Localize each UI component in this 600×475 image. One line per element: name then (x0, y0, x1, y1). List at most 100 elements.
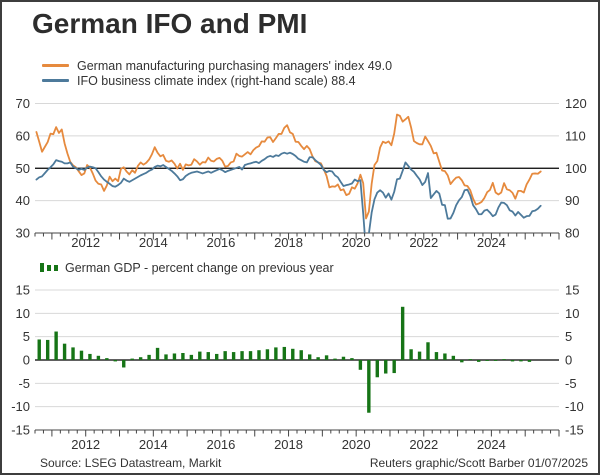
gdp-bar (384, 360, 388, 374)
svg-text:15: 15 (565, 283, 579, 298)
gdp-bar (248, 351, 253, 360)
gdp-bar (62, 343, 67, 360)
gdp-bar (113, 360, 117, 362)
gdp-bar (223, 351, 227, 360)
gdp-bar (375, 360, 379, 378)
gdp-bar (155, 347, 160, 360)
gdp-bar (324, 355, 329, 360)
gdp-bar (392, 360, 396, 374)
gdp-bar (198, 351, 202, 360)
svg-text:2018: 2018 (274, 437, 303, 452)
gdp-bar (164, 354, 168, 360)
gdp-bar (316, 357, 320, 360)
gdp-bar (333, 358, 337, 360)
gdp-bar (88, 353, 92, 360)
gdp-bars (37, 306, 532, 413)
ifo-line (35, 151, 542, 233)
svg-text:10: 10 (565, 306, 579, 321)
legend-gdp: German GDP - percent change on previous … (40, 260, 334, 275)
legend-gdp-label: German GDP - percent change on previous … (65, 260, 334, 275)
gdp-bar (215, 353, 219, 360)
top-chart: 2012 2014 2016 2018 2020 2022 2024 70 60 50 40 30 12… (16, 96, 587, 250)
svg-text:-10: -10 (11, 399, 30, 414)
gdp-bar (105, 358, 109, 360)
gdp-bar (367, 360, 371, 413)
gdp-bar (45, 339, 50, 360)
legend-pmi-label: German manufacturing purchasing managers… (77, 58, 393, 73)
gdp-bar (358, 360, 363, 370)
svg-text:0: 0 (565, 353, 572, 368)
source-text: Source: LSEG Datastream, Markit (40, 456, 222, 470)
svg-text:5: 5 (565, 329, 572, 344)
top-chart-x-axis: 2012 2014 2016 2018 2020 2022 2024 (34, 232, 560, 250)
svg-text:120: 120 (565, 96, 587, 111)
svg-text:15: 15 (16, 283, 30, 298)
gdp-bar (443, 353, 447, 360)
gdp-bar (417, 351, 422, 360)
svg-text:2022: 2022 (409, 235, 438, 250)
gdp-bar (79, 350, 84, 360)
gdp-bar (341, 356, 346, 360)
gdp-bar (37, 339, 41, 360)
gdp-bar (130, 358, 134, 360)
svg-text:2012: 2012 (71, 437, 100, 452)
svg-text:2024: 2024 (477, 235, 506, 250)
gdp-bar (240, 351, 244, 360)
gdp-bar (291, 348, 295, 360)
gdp-bar (71, 347, 75, 360)
bottom-chart: 2012 2014 2016 2018 2020 2022 2024 15 15 10 10 5 5 0 0… (11, 283, 584, 452)
pmi-line-swatch (42, 64, 69, 67)
svg-text:110: 110 (565, 128, 586, 143)
svg-text:2024: 2024 (477, 437, 506, 452)
gdp-bar (274, 347, 278, 360)
gdp-bar (122, 360, 126, 368)
gdp-bar (502, 359, 506, 360)
gdp-bar (147, 354, 151, 360)
gdp-bar (307, 354, 312, 360)
svg-text:-15: -15 (565, 423, 584, 438)
svg-text:100: 100 (565, 161, 587, 176)
svg-text:0: 0 (23, 353, 30, 368)
credit-text: Reuters graphic/Scott Barber 01/07/2025 (369, 456, 588, 470)
top-chart-axis-labels: 70 60 50 40 30 120 110 100 90 80 (16, 96, 587, 241)
gdp-bar (493, 360, 498, 361)
chart-title: German IFO and PMI (32, 8, 308, 39)
svg-text:2016: 2016 (206, 235, 235, 250)
gdp-bar (189, 354, 194, 360)
svg-text:5: 5 (23, 329, 30, 344)
bottom-chart-x-axis: 2012 2014 2016 2018 2020 2022 2024 (34, 429, 560, 452)
gdp-bar (257, 350, 261, 360)
gdp-bar (434, 352, 439, 360)
gdp-bar (181, 353, 185, 360)
svg-text:2012: 2012 (71, 235, 100, 250)
gdp-bar (426, 342, 430, 360)
gdp-bar (54, 331, 58, 360)
svg-text:70: 70 (16, 96, 30, 111)
svg-text:30: 30 (16, 226, 30, 241)
svg-text:-5: -5 (18, 376, 30, 391)
svg-text:10: 10 (16, 306, 30, 321)
gdp-bar (138, 357, 143, 360)
gdp-bar (510, 360, 515, 362)
svg-text:2020: 2020 (342, 235, 371, 250)
gdp-bar (477, 360, 481, 362)
pmi-line (35, 113, 542, 220)
gdp-bar (519, 360, 523, 362)
svg-text:2022: 2022 (409, 437, 438, 452)
gdp-bar (468, 359, 472, 360)
gdp-bar (485, 360, 489, 361)
gdp-bar (527, 360, 532, 362)
ifo-line-swatch (42, 79, 69, 82)
gdp-bar (451, 355, 456, 360)
gdp-bar (265, 349, 270, 360)
bottom-chart-gridlines (35, 289, 559, 408)
svg-text:90: 90 (565, 193, 579, 208)
svg-text:60: 60 (16, 128, 30, 143)
gdp-bar (96, 355, 101, 360)
svg-text:2014: 2014 (139, 437, 168, 452)
svg-text:-10: -10 (565, 399, 584, 414)
gdp-bar (400, 306, 405, 360)
legend-pmi: German manufacturing purchasing managers… (42, 58, 392, 73)
